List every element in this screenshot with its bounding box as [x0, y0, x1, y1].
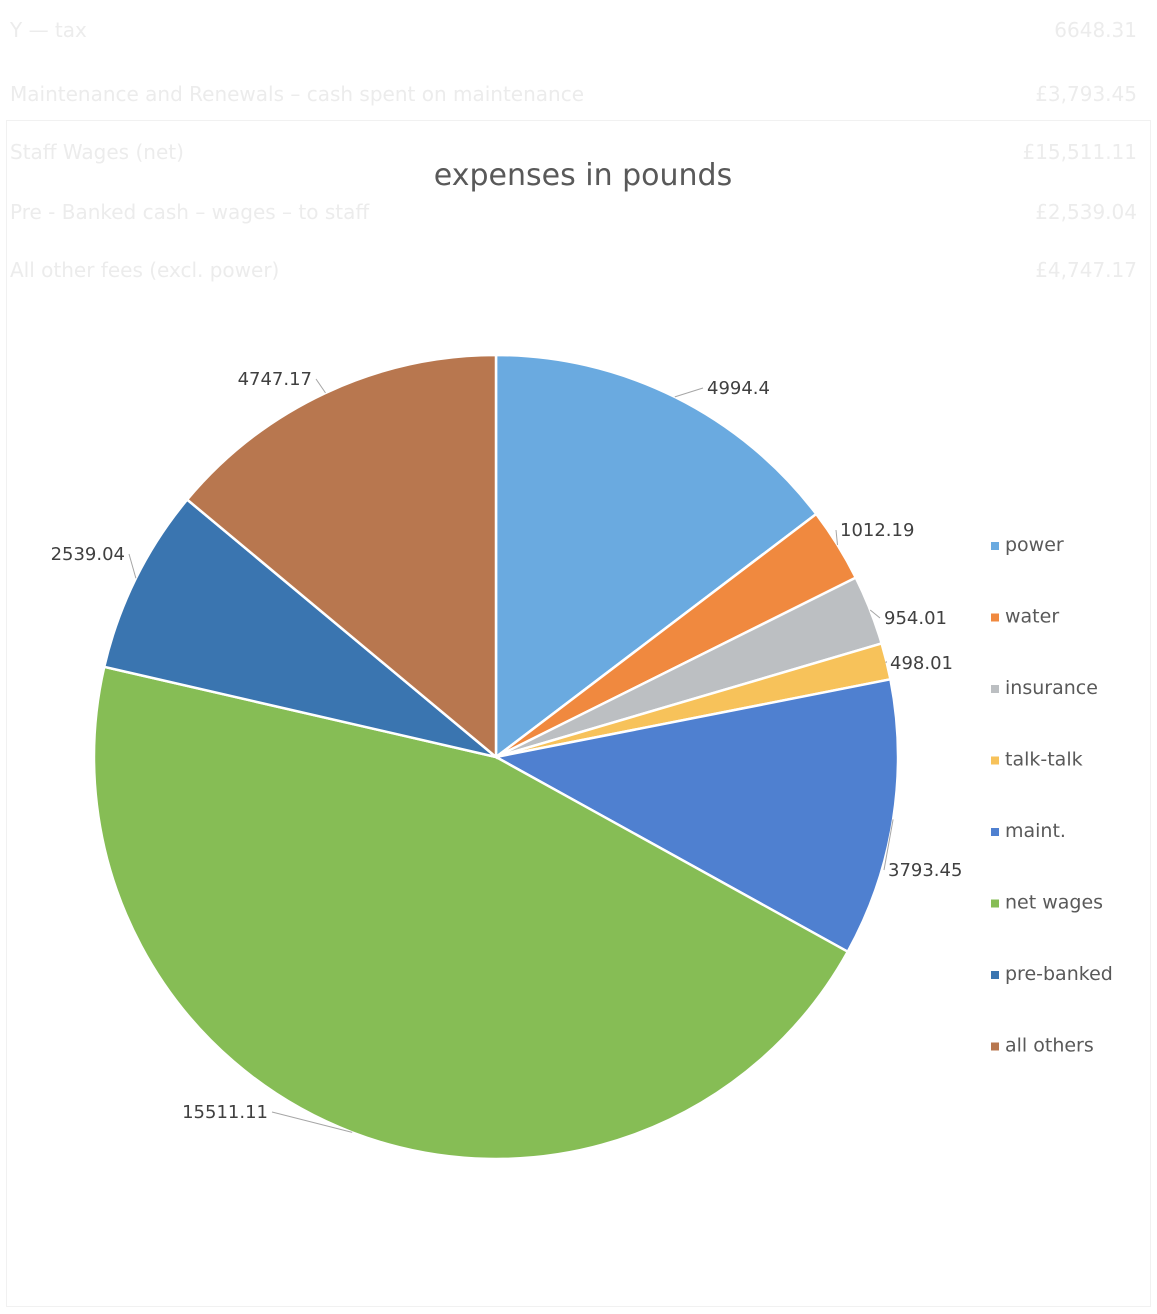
leader-line [869, 609, 881, 619]
legend-swatch-all-others [991, 1042, 999, 1051]
data-label-all-others: 4747.17 [238, 369, 312, 390]
bleed-row-value: 6648.31 [1054, 18, 1137, 42]
leader-line [315, 378, 326, 394]
legend-label-all-others: all others [1005, 1035, 1094, 1057]
data-label-insurance: 954.01 [884, 608, 947, 629]
pie-slice-power [494, 353, 818, 760]
chart-frame [6, 120, 1151, 1307]
bleed-row: Staff Wages (net) £15,511.11 [10, 140, 1137, 170]
legend-label-power: power [1005, 534, 1064, 556]
bleed-row-label: Pre - Banked cash – wages – to staff [10, 200, 370, 224]
data-label-net-wages: 15511.11 [182, 1102, 268, 1123]
bleed-row-label: Staff Wages (net) [10, 140, 184, 164]
data-label-water: 1012.19 [840, 520, 914, 541]
data-label-talk-talk: 498.01 [890, 653, 953, 674]
legend-label-insurance: insurance [1005, 677, 1098, 699]
data-label-pre-banked: 2539.04 [51, 544, 125, 565]
legend-swatch-maint [991, 828, 999, 836]
legend-label-pre-banked: pre-banked [1005, 963, 1113, 985]
leader-line [883, 819, 894, 871]
pie-slice-all-others [185, 353, 498, 760]
bleed-row-label: All other fees (excl. power) [10, 258, 280, 282]
legend-label-talk-talk: talk-talk [1005, 749, 1083, 771]
legend-label-net-wages: net wages [1005, 892, 1103, 914]
legend-swatch-talk-talk [991, 756, 999, 765]
legend-swatch-power [991, 542, 999, 550]
leader-line [835, 529, 838, 545]
bleed-row-value: £4,747.17 [1035, 258, 1137, 282]
pie-slices [92, 353, 900, 1161]
bleed-row: All other fees (excl. power) £4,747.17 [10, 258, 1137, 288]
bleed-row: Maintenance and Renewals – cash spent on… [10, 82, 1137, 112]
legend-label-maint: maint. [1005, 820, 1066, 842]
data-label-power: 4994.4 [707, 378, 770, 399]
bleed-row-label: Y — tax [10, 18, 87, 42]
legend-swatch-water [991, 613, 999, 622]
data-labels: 4994.4 1012.19 954.01 498.01 3793.45 15511.11… [51, 369, 963, 1123]
bleed-row-value: £2,539.04 [1035, 200, 1137, 224]
legend-label-water: water [1005, 606, 1059, 628]
leader-line [674, 387, 704, 398]
leader-line [128, 553, 137, 579]
legend: power water insurance talk-talk maint. net wa… [991, 534, 1113, 1057]
chart-title: expenses in pounds [434, 158, 732, 193]
bleed-row: Pre - Banked cash – wages – to staff £2,… [10, 200, 1137, 230]
pie-slice-maint [492, 677, 900, 954]
leader-line [271, 1111, 353, 1133]
legend-swatch-net-wages [991, 899, 999, 908]
bleed-row: Y — tax 6648.31 [10, 18, 1137, 48]
pie-slice-pre-banked [102, 497, 497, 759]
bleed-row-value: £3,793.45 [1035, 82, 1137, 106]
legend-swatch-insurance [991, 685, 999, 693]
bleed-row-label: Maintenance and Renewals – cash spent on… [10, 82, 585, 106]
bleed-row-value: £15,511.11 [1022, 140, 1137, 164]
legend-swatch-pre-banked [991, 971, 999, 979]
data-label-maint: 3793.45 [888, 860, 962, 881]
leader-lines [128, 378, 894, 1133]
background-document-bleed: Y — tax 6648.31 Maintenance and Renewals… [0, 0, 1157, 300]
